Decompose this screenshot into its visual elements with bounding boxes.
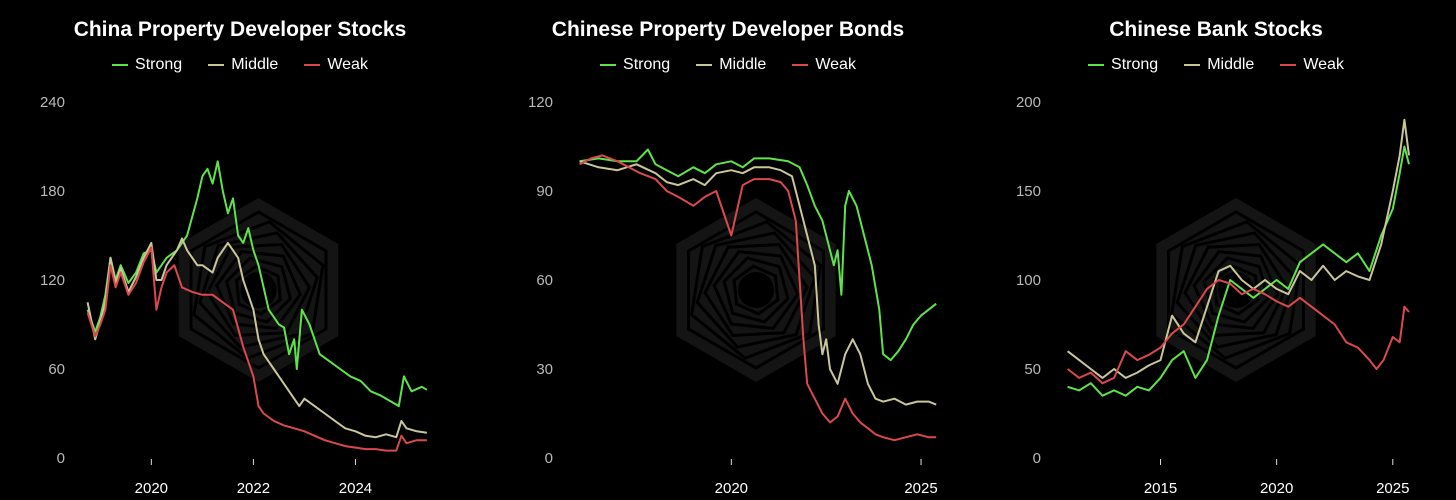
watermark-logo xyxy=(178,198,339,382)
legend-swatch-weak xyxy=(1280,64,1297,66)
x-tick-label: 2025 xyxy=(1376,480,1409,497)
series-line-middle xyxy=(579,160,937,406)
series-line-weak xyxy=(86,246,427,452)
x-tick-label: 2022 xyxy=(237,480,270,497)
legend-label-weak: Weak xyxy=(815,56,856,73)
legend-label-strong: Strong xyxy=(1111,56,1159,73)
legend-swatch-strong xyxy=(112,64,129,66)
legend-swatch-middle xyxy=(208,64,225,66)
y-tick-label: 150 xyxy=(1016,183,1041,200)
series-line-middle xyxy=(86,237,428,439)
chart-plot: 0 30 60 90 120 2020 2025 xyxy=(528,94,938,497)
legend-item-strong: Strong xyxy=(600,56,670,74)
series-line-weak xyxy=(1066,279,1410,385)
legend-item-middle: Middle xyxy=(208,56,278,74)
y-tick-label: 50 xyxy=(1024,361,1041,378)
legend-label-weak: Weak xyxy=(1303,56,1344,73)
y-tick-label: 200 xyxy=(1016,94,1041,111)
legend-item-middle: Middle xyxy=(696,56,766,74)
y-tick-label: 60 xyxy=(536,272,553,289)
chart-panel-bank-stocks: Chinese Bank Stocks Strong Middle Weak 0… xyxy=(976,0,1456,500)
series-line-weak xyxy=(579,154,937,442)
y-tick-label: 120 xyxy=(528,94,553,111)
y-tick-label: 0 xyxy=(1033,450,1041,467)
legend-swatch-weak xyxy=(792,64,809,66)
chart-title: China Property Developer Stocks xyxy=(73,18,407,41)
legend-swatch-strong xyxy=(600,64,617,66)
legend-item-strong: Strong xyxy=(1088,56,1158,74)
y-tick-label: 0 xyxy=(57,450,65,467)
chart-plot: 0 60 120 180 240 2020 2022 2024 xyxy=(40,94,428,497)
x-tick-label: 2020 xyxy=(135,480,168,497)
legend-item-middle: Middle xyxy=(1184,56,1254,74)
y-tick-label: 240 xyxy=(40,94,65,111)
y-tick-label: 120 xyxy=(40,272,65,289)
chart-plot: 0 50 100 150 200 2015 2020 2025 xyxy=(1016,94,1410,497)
y-tick-label: 60 xyxy=(48,361,65,378)
series-line-strong xyxy=(86,160,428,408)
series-line-strong xyxy=(1067,145,1410,397)
legend-label-weak: Weak xyxy=(327,56,368,73)
y-tick-label: 90 xyxy=(536,183,553,200)
x-tick-label: 2025 xyxy=(904,480,937,497)
y-tick-label: 180 xyxy=(40,183,65,200)
legend-swatch-strong xyxy=(1088,64,1105,66)
series-line-middle xyxy=(1066,118,1410,379)
y-tick-label: 0 xyxy=(545,450,553,467)
legend-label-strong: Strong xyxy=(623,56,671,73)
y-tick-label: 30 xyxy=(536,361,553,378)
chart-legend: Strong Middle Weak xyxy=(488,56,968,74)
legend-label-strong: Strong xyxy=(135,56,183,73)
chart-panel-developer-bonds: Chinese Property Developer Bonds Strong … xyxy=(488,0,968,500)
legend-item-strong: Strong xyxy=(112,56,182,74)
x-tick-label: 2020 xyxy=(715,480,748,497)
chart-title: Chinese Property Developer Bonds xyxy=(551,18,905,41)
legend-swatch-middle xyxy=(1184,64,1201,66)
y-tick-label: 100 xyxy=(1016,272,1041,289)
x-tick-label: 2024 xyxy=(339,480,372,497)
legend-label-middle: Middle xyxy=(231,56,279,73)
series-line-strong xyxy=(579,148,937,362)
legend-swatch-middle xyxy=(696,64,713,66)
chart-panel-developer-stocks: China Property Developer Stocks Strong M… xyxy=(0,0,480,500)
legend-label-middle: Middle xyxy=(1207,56,1255,73)
legend-item-weak: Weak xyxy=(1280,56,1344,74)
chart-legend: Strong Middle Weak xyxy=(976,56,1456,74)
legend-item-weak: Weak xyxy=(792,56,856,74)
x-tick-label: 2015 xyxy=(1144,480,1177,497)
legend-swatch-weak xyxy=(304,64,321,66)
legend-label-middle: Middle xyxy=(719,56,767,73)
chart-title: Chinese Bank Stocks xyxy=(1109,18,1323,41)
chart-legend: Strong Middle Weak xyxy=(0,56,480,74)
x-tick-label: 2020 xyxy=(1260,480,1293,497)
watermark-logo xyxy=(676,198,836,382)
legend-item-weak: Weak xyxy=(304,56,368,74)
